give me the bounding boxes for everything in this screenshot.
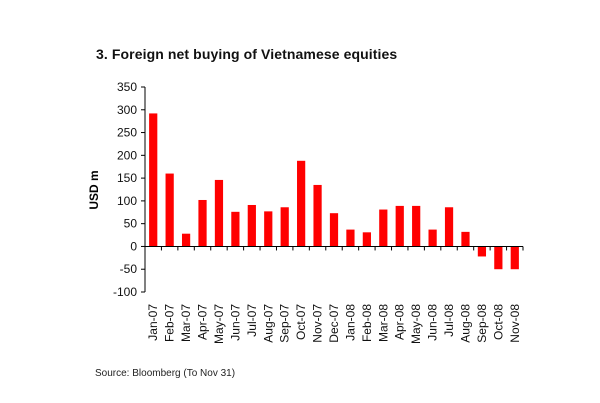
bar: [494, 246, 503, 270]
y-tick-label: 300: [117, 103, 137, 117]
bar: [346, 229, 355, 247]
bar: [444, 207, 454, 247]
bar: [461, 231, 470, 247]
x-tick-label: Apr-07: [196, 304, 210, 340]
x-tick-label: Nov-07: [311, 304, 325, 343]
y-tick-label: 350: [117, 80, 137, 94]
x-tick-label: Sep-08: [475, 304, 489, 343]
x-tick-label: May-07: [212, 304, 226, 344]
bar: [264, 211, 273, 247]
bar: [428, 229, 437, 247]
x-tick-label: Mar-07: [179, 304, 193, 342]
bar: [412, 205, 421, 247]
y-tick-label: 0: [130, 239, 137, 253]
y-tick-label: -100: [113, 285, 137, 299]
bar: [510, 246, 519, 270]
x-tick-label: Oct-07: [294, 304, 308, 340]
y-axis-label: USD m: [87, 170, 101, 209]
bar: [149, 113, 158, 247]
y-tick-label: -50: [120, 262, 138, 276]
source-note: Source: Bloomberg (To Nov 31): [95, 368, 236, 379]
bar: [198, 199, 207, 247]
bar: [181, 233, 191, 247]
bar: [297, 160, 306, 247]
bar: [214, 179, 224, 247]
bar: [247, 204, 256, 247]
bar: [231, 211, 240, 247]
x-tick-label: Feb-08: [360, 304, 374, 342]
bar: [477, 246, 487, 257]
x-tick-label: Feb-07: [163, 304, 177, 342]
y-tick-label: 50: [124, 217, 138, 231]
x-tick-label: Jun-08: [426, 304, 440, 341]
chart-title: 3. Foreign net buying of Vietnamese equi…: [96, 46, 398, 62]
x-tick-label: Apr-08: [393, 304, 407, 340]
x-tick-label: Jul-08: [442, 304, 456, 337]
x-tick-label: Sep-07: [278, 304, 292, 343]
y-tick-label: 100: [117, 194, 137, 208]
x-tick-label: Jan-07: [146, 304, 160, 341]
x-tick-label: Jun-07: [228, 304, 242, 341]
bar: [395, 205, 404, 247]
bar: [313, 184, 322, 247]
x-tick-label: Dec-07: [327, 304, 341, 343]
x-tick-label: Oct-08: [491, 304, 505, 340]
bar: [379, 209, 388, 247]
bar: [362, 232, 371, 247]
x-tick-label: Aug-07: [261, 304, 275, 343]
x-tick-label: Nov-08: [508, 304, 522, 343]
y-tick-label: 150: [117, 171, 137, 185]
bar: [280, 207, 289, 247]
x-tick-label: Mar-08: [376, 304, 390, 342]
x-tick-label: Jul-07: [245, 304, 259, 337]
y-tick-label: 250: [117, 126, 137, 140]
x-tick-label: May-08: [409, 304, 423, 344]
bar: [165, 173, 174, 247]
x-tick-label: Aug-08: [458, 304, 472, 343]
x-tick-label: Jan-08: [343, 304, 357, 341]
y-tick-label: 200: [117, 148, 137, 162]
bar: [329, 213, 339, 247]
